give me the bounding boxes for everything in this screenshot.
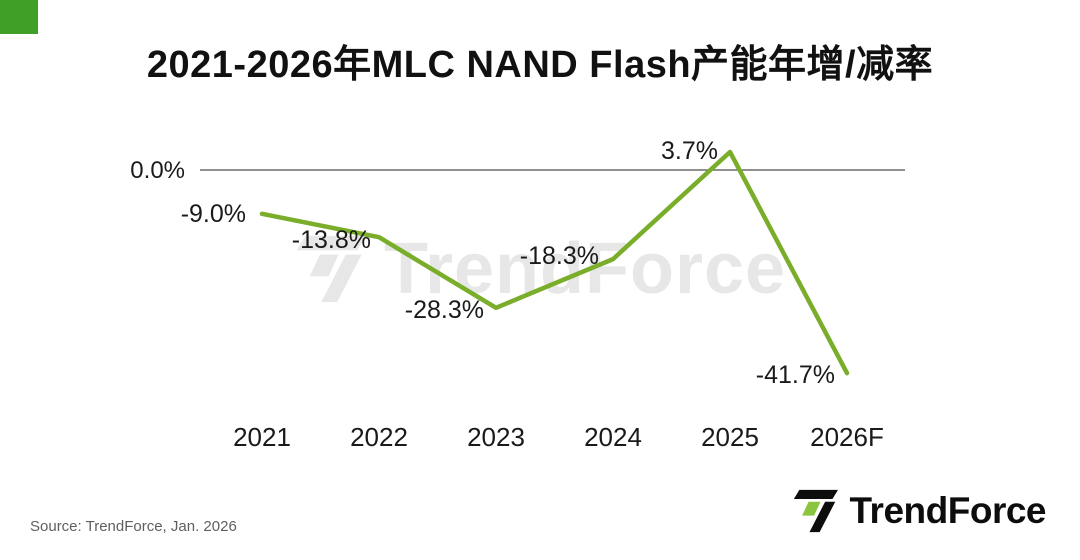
- source-text: Source: TrendForce, Jan. 2026: [30, 518, 237, 535]
- x-tick-2026F: 2026F: [810, 422, 884, 452]
- x-tick-2022: 2022: [350, 422, 408, 452]
- zero-axis-label: 0.0%: [130, 157, 185, 184]
- x-tick-2023: 2023: [467, 422, 525, 452]
- data-label-2023: -28.3%: [405, 296, 484, 324]
- brand-logo-text: TrendForce: [849, 490, 1047, 531]
- data-label-2022: -13.8%: [292, 226, 371, 254]
- brand-logo: TrendForce: [792, 488, 1047, 534]
- x-tick-2021: 2021: [233, 422, 291, 452]
- data-label-2026F: -41.7%: [756, 361, 835, 389]
- data-label-2025: 3.7%: [661, 137, 718, 165]
- capacity-growth-line: [259, 149, 850, 376]
- x-tick-2024: 2024: [584, 422, 642, 452]
- trendforce-logo-icon: [793, 489, 838, 533]
- data-label-2021: -9.0%: [181, 200, 246, 228]
- data-label-2024: -18.3%: [520, 242, 599, 270]
- page-title: 2021-2026年MLC NAND Flash产能年增/减率: [146, 44, 934, 86]
- x-tick-2025: 2025: [701, 422, 759, 452]
- corner-accent-square: [0, 0, 38, 34]
